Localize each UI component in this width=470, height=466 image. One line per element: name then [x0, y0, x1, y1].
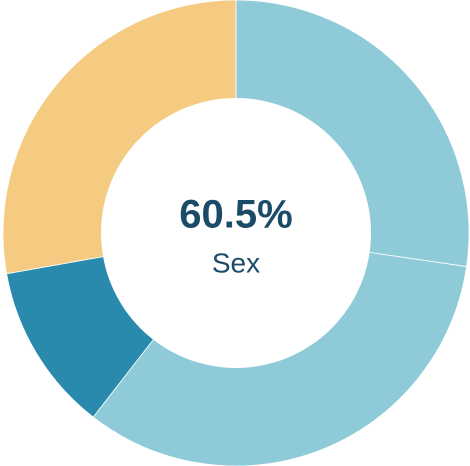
donut-hole: [101, 98, 371, 368]
center-value: 60.5%: [179, 193, 292, 237]
center-label: Sex: [212, 247, 260, 278]
